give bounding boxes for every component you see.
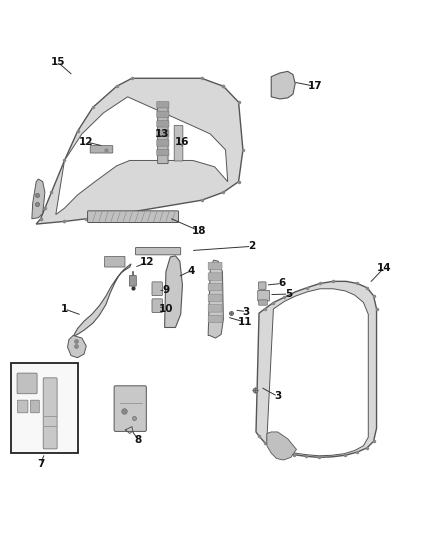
FancyBboxPatch shape — [17, 373, 37, 394]
FancyBboxPatch shape — [157, 140, 169, 146]
FancyBboxPatch shape — [258, 300, 267, 305]
FancyBboxPatch shape — [152, 299, 162, 313]
FancyBboxPatch shape — [208, 262, 222, 270]
Text: 8: 8 — [135, 435, 142, 446]
Polygon shape — [256, 281, 377, 457]
FancyBboxPatch shape — [157, 120, 169, 127]
Text: 10: 10 — [159, 304, 173, 314]
Text: 11: 11 — [238, 317, 252, 327]
Polygon shape — [36, 78, 243, 224]
FancyBboxPatch shape — [114, 386, 146, 431]
Text: 7: 7 — [37, 459, 44, 469]
Text: 15: 15 — [51, 58, 65, 67]
FancyBboxPatch shape — [31, 400, 39, 413]
Text: 3: 3 — [243, 306, 250, 317]
Bar — [11, 363, 78, 453]
Polygon shape — [67, 335, 86, 358]
Text: 13: 13 — [155, 129, 170, 139]
FancyBboxPatch shape — [258, 290, 269, 301]
Polygon shape — [267, 289, 368, 456]
Polygon shape — [56, 97, 228, 215]
Polygon shape — [73, 264, 131, 336]
Text: 12: 12 — [79, 137, 93, 147]
Polygon shape — [165, 256, 183, 327]
FancyBboxPatch shape — [135, 247, 181, 255]
FancyBboxPatch shape — [208, 316, 222, 322]
FancyBboxPatch shape — [208, 284, 222, 291]
FancyBboxPatch shape — [129, 276, 136, 286]
Text: 9: 9 — [162, 285, 170, 295]
FancyBboxPatch shape — [208, 294, 222, 302]
Text: 3: 3 — [274, 391, 281, 401]
Text: 5: 5 — [285, 289, 292, 299]
FancyBboxPatch shape — [158, 104, 168, 164]
Text: 2: 2 — [248, 241, 255, 252]
Text: 1: 1 — [61, 304, 68, 314]
FancyBboxPatch shape — [18, 400, 28, 413]
FancyBboxPatch shape — [208, 273, 222, 280]
FancyBboxPatch shape — [174, 125, 183, 161]
Text: 18: 18 — [192, 226, 207, 236]
FancyBboxPatch shape — [157, 111, 169, 117]
Text: 14: 14 — [377, 263, 392, 272]
FancyBboxPatch shape — [88, 211, 179, 222]
Polygon shape — [32, 179, 45, 219]
FancyBboxPatch shape — [152, 282, 162, 296]
Polygon shape — [208, 260, 223, 338]
FancyBboxPatch shape — [105, 256, 125, 267]
Text: 17: 17 — [307, 81, 322, 91]
FancyBboxPatch shape — [258, 282, 266, 289]
Text: 6: 6 — [279, 278, 286, 288]
Text: 12: 12 — [140, 257, 155, 267]
FancyBboxPatch shape — [157, 102, 169, 108]
FancyBboxPatch shape — [90, 146, 113, 153]
Text: 4: 4 — [187, 266, 194, 276]
FancyBboxPatch shape — [43, 378, 57, 449]
Text: 16: 16 — [175, 137, 189, 147]
Polygon shape — [271, 71, 295, 99]
Polygon shape — [267, 432, 297, 460]
FancyBboxPatch shape — [157, 149, 169, 156]
FancyBboxPatch shape — [208, 305, 222, 312]
FancyBboxPatch shape — [157, 130, 169, 136]
